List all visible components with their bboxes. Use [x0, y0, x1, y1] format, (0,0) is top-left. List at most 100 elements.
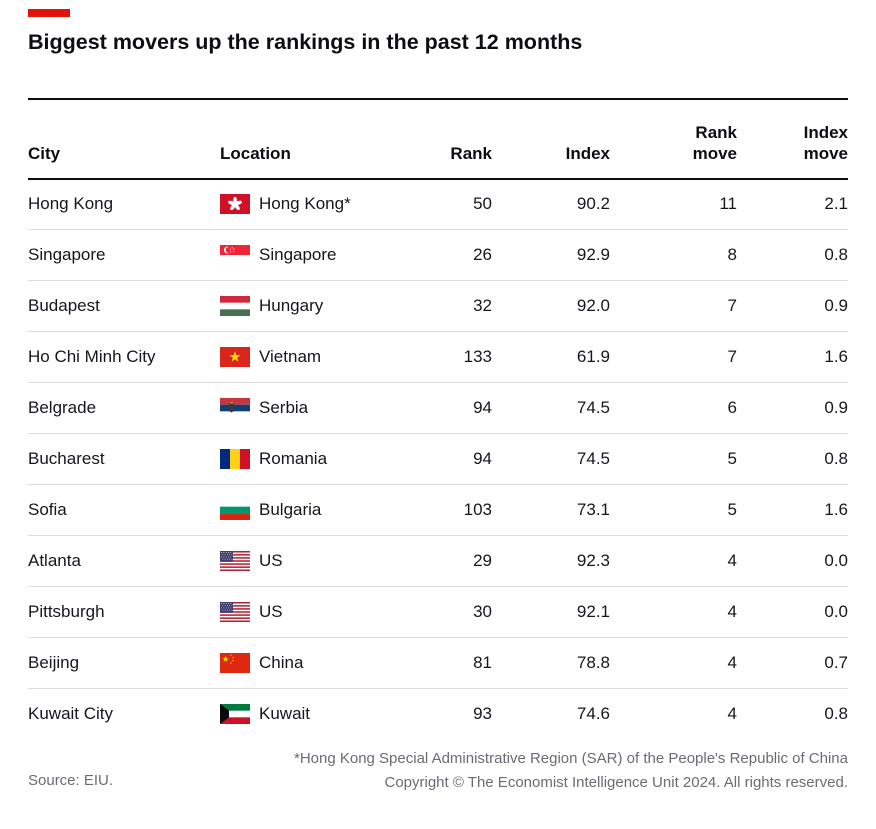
flag-icon-kuwait	[220, 704, 250, 725]
index-cell: 78.8	[492, 637, 610, 689]
index-move-cell: 0.8	[737, 433, 848, 485]
table-body: Hong Kong Hong Kong* 50 90.2 11 2.1 Singapore S…	[28, 179, 848, 740]
location-label: US	[259, 551, 283, 570]
location-label: Hungary	[259, 296, 324, 315]
index-move-cell: 0.0	[737, 586, 848, 638]
flag-icon-romania	[220, 449, 250, 469]
city-cell: Budapest	[28, 280, 220, 332]
location-cell: Hong Kong*	[220, 179, 380, 230]
rank-cell: 81	[380, 637, 492, 689]
rank-move-cell: 5	[610, 433, 737, 485]
city-cell: Ho Chi Minh City	[28, 331, 220, 383]
index-cell: 92.3	[492, 535, 610, 587]
table-header-row: City Location Rank Index Rank move Index move	[28, 99, 848, 179]
city-cell: Atlanta	[28, 535, 220, 587]
location-label: Bulgaria	[259, 500, 322, 519]
location-cell: Vietnam	[220, 331, 380, 383]
table-row: Pittsburgh US 30 92.1 4 0.0	[28, 586, 848, 638]
index-cell: 74.6	[492, 688, 610, 740]
rank-cell: 133	[380, 331, 492, 383]
column-header-index: Index	[565, 144, 610, 164]
index-cell: 92.9	[492, 229, 610, 281]
rank-cell: 94	[380, 382, 492, 434]
index-move-cell: 1.6	[737, 331, 848, 383]
city-cell: Kuwait City	[28, 688, 220, 740]
column-header-city: City	[28, 144, 61, 164]
location-cell: Singapore	[220, 229, 380, 281]
index-move-cell: 0.7	[737, 637, 848, 689]
table-row: Atlanta US 29 92.3 4 0.0	[28, 535, 848, 587]
index-move-cell: 0.9	[737, 280, 848, 332]
rank-cell: 94	[380, 433, 492, 485]
location-label: Singapore	[259, 245, 337, 264]
rank-move-cell: 11	[719, 194, 737, 214]
city-cell: Hong Kong	[28, 194, 114, 214]
rank-cell: 29	[380, 535, 492, 587]
city-cell: Sofia	[28, 484, 220, 536]
infographic: Biggest movers up the rankings in the pa…	[0, 9, 876, 796]
index-cell: 92.0	[492, 280, 610, 332]
index-cell: 92.1	[492, 586, 610, 638]
index-move-cell: 2.1	[824, 194, 848, 214]
flag-icon-us	[220, 602, 250, 622]
copyright-note: Copyright © The Economist Intelligence U…	[384, 774, 848, 792]
rank-cell: 30	[380, 586, 492, 638]
column-header-rank: Rank	[450, 144, 492, 164]
footer-notes: *Hong Kong Special Administrative Region…	[113, 747, 848, 796]
city-cell: Pittsburgh	[28, 586, 220, 638]
rank-cell: 26	[380, 229, 492, 281]
location-label: US	[259, 602, 283, 621]
rank-move-cell: 4	[610, 637, 737, 689]
rank-cell: 93	[380, 688, 492, 740]
location-cell: Romania	[220, 433, 380, 485]
rank-move-cell: 4	[610, 688, 737, 740]
city-cell: Bucharest	[28, 433, 220, 485]
table-row: Singapore Singapore 26 92.9 8 0.8	[28, 229, 848, 281]
movers-table: City Location Rank Index Rank move Index move…	[28, 98, 848, 740]
column-header-rank-move: Rank move	[692, 123, 737, 164]
table-row: Ho Chi Minh City Vietnam 133 61.9 7 1.6	[28, 331, 848, 383]
rank-move-cell: 4	[610, 535, 737, 587]
location-cell: Kuwait	[220, 688, 380, 740]
location-cell: Bulgaria	[220, 484, 380, 536]
city-cell: Belgrade	[28, 382, 220, 434]
index-move-cell: 0.9	[737, 382, 848, 434]
rank-move-cell: 8	[610, 229, 737, 281]
rank-cell: 103	[380, 484, 492, 536]
table-row: Beijing China 81 78.8 4 0.7	[28, 637, 848, 689]
rank-cell: 32	[380, 280, 492, 332]
rank-move-cell: 7	[610, 280, 737, 332]
flag-icon-hungary	[220, 296, 250, 316]
rank-cell: 50	[473, 194, 492, 214]
column-header-index-move: Index move	[803, 123, 848, 164]
flag-icon-china	[220, 653, 250, 673]
table-row: Budapest Hungary 32 92.0 7 0.9	[28, 280, 848, 332]
rank-move-cell: 4	[610, 586, 737, 638]
location-label: Hong Kong*	[259, 194, 351, 214]
footnote: *Hong Kong Special Administrative Region…	[293, 749, 848, 767]
footer: Source: EIU. *Hong Kong Special Administ…	[28, 747, 848, 796]
index-cell: 74.5	[492, 382, 610, 434]
location-cell: Serbia	[220, 382, 380, 434]
rank-move-cell: 6	[610, 382, 737, 434]
flag-icon-serbia	[220, 398, 250, 418]
location-label: Vietnam	[259, 347, 322, 366]
table-row: Sofia Bulgaria 103 73.1 5 1.6	[28, 484, 848, 536]
index-move-cell: 0.8	[737, 229, 848, 281]
location-cell: US	[220, 586, 380, 638]
index-move-cell: 1.6	[737, 484, 848, 536]
flag-icon-bulgaria	[220, 500, 250, 520]
location-cell: Hungary	[220, 280, 380, 332]
rank-move-cell: 5	[610, 484, 737, 536]
index-cell: 61.9	[492, 331, 610, 383]
flag-icon-hong-kong	[220, 194, 250, 215]
table-row: Hong Kong Hong Kong* 50 90.2 11 2.1	[28, 179, 848, 230]
location-label: Serbia	[259, 398, 309, 417]
city-cell: Beijing	[28, 637, 220, 689]
rank-move-cell: 7	[610, 331, 737, 383]
location-label: Kuwait	[259, 704, 311, 724]
flag-icon-us	[220, 551, 250, 571]
column-header-location: Location	[220, 144, 291, 164]
flag-icon-singapore	[220, 245, 250, 265]
location-label: China	[259, 653, 304, 672]
